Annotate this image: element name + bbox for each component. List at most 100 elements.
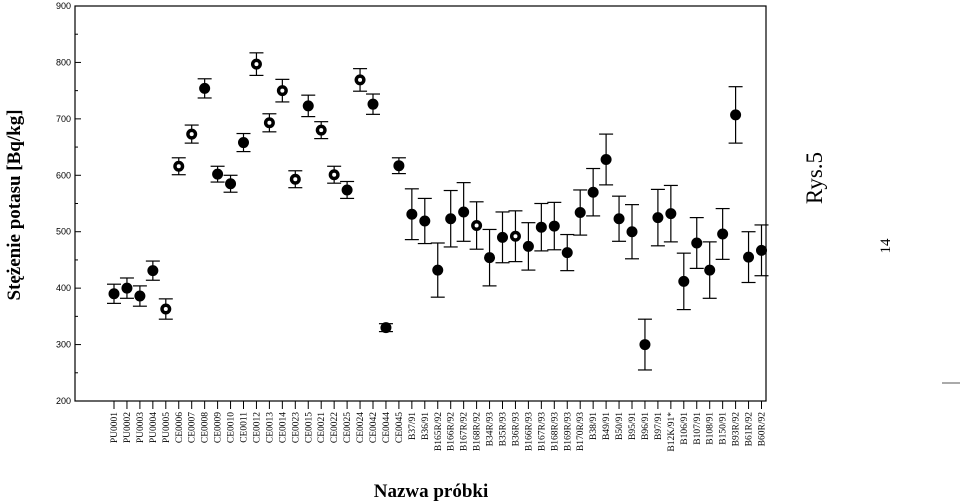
x-tick-label: CE0014 [278,412,288,443]
y-axis: 200 300 400 500 600 700 800 900 [56,1,81,406]
y-tick-label: 200 [56,396,71,406]
data-point-center [176,164,181,169]
x-tick-label: B60R/92 [758,412,768,447]
x-tick-label: B167R/93 [537,412,547,451]
x-tick-label: CE0009 [214,412,224,443]
data-point [212,168,224,180]
figure-caption: Rys.5 [802,152,827,204]
data-point [380,322,392,334]
x-tick-label: B34R/93 [486,412,496,447]
x-tick-label: CE0042 [369,412,379,443]
data-point [432,264,444,276]
data-point [419,215,431,227]
data-point-center [474,223,479,228]
data-point [717,228,729,240]
x-tick-label: B50/91 [615,412,625,440]
data-point-center [358,77,363,82]
x-tick-label: CE0021 [317,412,327,443]
y-axis-title: Stężenie potasu [Bq/kg] [4,109,25,300]
y-tick-label: 300 [56,340,71,350]
data-point-center [332,172,337,177]
x-tick-label: B168R/92 [473,412,483,451]
x-tick-label: CE0022 [330,412,340,443]
data-point-center [280,88,285,93]
x-tick-label: B108/91 [706,412,716,445]
x-axis: PU0001 PU0002 PU0003 PU0004 PU0005 CE0006 CE00… [110,401,768,452]
x-tick-label: PU0004 [149,412,159,443]
plot-frame [74,5,767,402]
data-point [367,98,379,110]
x-tick-label: B37/91 [408,412,418,440]
data-point [522,240,534,252]
x-tick-label: B36R/93 [511,412,521,447]
x-tick-label: B93R/92 [732,412,742,447]
data-point [147,265,159,277]
data-point [743,251,755,263]
data-point [587,186,599,198]
data-point [393,160,405,172]
x-tick-label: B96/91 [641,412,651,440]
data-point [199,82,211,94]
x-tick-label: CE0010 [227,412,237,443]
data-point [626,226,638,238]
x-tick-label: CE0006 [175,412,185,443]
data-point [302,100,314,112]
x-tick-label: B97/91 [654,412,664,440]
x-tick-label: PU0002 [123,412,133,443]
data-point [561,247,573,259]
data-point [613,213,625,225]
data-points [107,52,769,371]
y-tick-label: 800 [56,57,71,67]
data-point [225,178,237,190]
data-point-center [319,128,324,133]
x-tick-label: B166R/93 [524,412,534,451]
x-tick-label: CE0023 [291,412,301,443]
x-tick-label: B167R/92 [460,412,470,451]
x-tick-label: B95/91 [628,412,638,440]
x-tick-label: B38/91 [589,412,599,440]
x-tick-label: CE0011 [240,412,250,443]
x-tick-label: B169R/93 [563,412,573,451]
data-point [535,221,547,233]
x-tick-label: B35R/93 [499,412,509,447]
page-number: 14 [878,238,894,254]
data-point [497,231,508,243]
data-point [756,244,767,256]
data-point [484,252,496,264]
x-tick-label: B166R/92 [447,412,457,451]
x-tick-label: CE0013 [265,412,275,443]
data-point [652,212,664,224]
y-tick-label: 400 [56,283,71,293]
data-point [665,208,677,220]
x-tick-label: B165R/92 [434,412,444,451]
x-tick-label: CE0044 [382,412,392,443]
data-point-center [513,234,518,239]
x-tick-label: CE0015 [304,412,314,443]
data-point [678,275,690,287]
x-tick-label: B106/91 [680,412,690,445]
x-tick-label: B170R/93 [576,412,586,451]
data-point [406,208,418,220]
x-tick-label: B12K/91* [667,412,677,452]
x-tick-label: B49/91 [602,412,612,440]
x-tick-label: B36/91 [421,412,431,440]
data-point [639,339,651,351]
y-tick-label: 700 [56,114,71,124]
data-point [458,206,470,218]
x-tick-label: CE0007 [188,412,198,443]
x-tick-label: CE0012 [252,412,262,443]
x-tick-label: PU0005 [162,412,172,443]
data-point [600,153,612,165]
data-point [121,282,133,294]
x-tick-label: PU0003 [136,412,146,443]
data-point [238,137,249,149]
x-axis-title: Nazwa próbki [374,481,489,502]
data-point-center [293,177,298,182]
data-point [341,184,353,196]
x-tick-label: CE0045 [395,412,405,443]
data-point [730,109,742,121]
data-point [108,288,120,300]
data-point [704,264,716,276]
x-tick-label: CE0025 [343,412,353,443]
